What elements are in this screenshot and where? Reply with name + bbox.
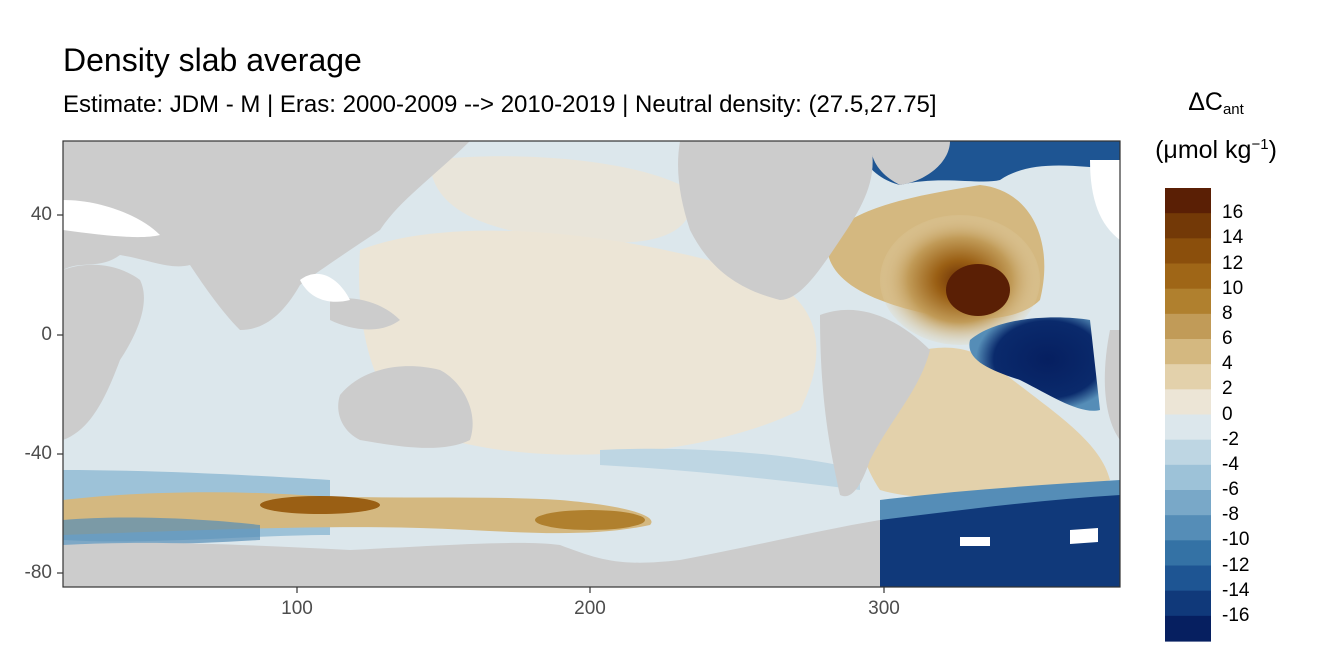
panel-border	[62, 140, 1121, 588]
legend-title-symbol: ΔC	[1188, 88, 1223, 116]
legend-label: 14	[1222, 227, 1244, 249]
africa-west	[1104, 330, 1120, 440]
legend-unit-text: (μmol kg	[1155, 136, 1252, 164]
legend-label: -8	[1222, 504, 1239, 526]
no-data-weddell-1	[960, 537, 990, 546]
legend-swatch	[1165, 540, 1211, 567]
north-pacific-positive-zone	[430, 156, 692, 243]
legend-label: 10	[1222, 277, 1244, 299]
tropical-atlantic-negative	[969, 317, 1100, 411]
africa-east	[63, 264, 144, 440]
north-america	[678, 141, 873, 300]
legend-label: 6	[1222, 328, 1233, 349]
x-tick-label: 200	[574, 598, 606, 619]
legend-swatch	[1165, 188, 1211, 214]
legend-unit: (μmol kg−1)	[1150, 136, 1282, 165]
no-data-nordic	[1090, 160, 1120, 240]
legend-swatch	[1165, 263, 1211, 290]
x-tick-label: 100	[281, 598, 313, 619]
legend-label: -10	[1222, 529, 1250, 551]
australia	[338, 366, 473, 448]
legend-title-subscript: ant	[1222, 101, 1244, 118]
legend-label: 2	[1222, 378, 1233, 400]
legend-swatch	[1165, 439, 1211, 466]
legend-label: -6	[1222, 479, 1239, 500]
legend-unit-superscript: −1	[1251, 136, 1269, 153]
legend-swatch	[1165, 339, 1211, 365]
y-tick-label: -80	[24, 562, 52, 583]
legend-label: 16	[1222, 202, 1244, 224]
y-tick-label: -40	[24, 443, 52, 464]
legend-swatch	[1165, 313, 1211, 340]
legend-label: -12	[1222, 554, 1250, 576]
se-asia-islands	[330, 298, 400, 330]
south-america	[820, 309, 930, 497]
legend-label: 4	[1222, 353, 1233, 375]
axis-ticks	[57, 214, 885, 593]
legend-swatch	[1165, 213, 1211, 239]
weddell-sea-edge	[880, 480, 1120, 520]
legend-swatch	[1165, 414, 1211, 441]
southern-ocean-indian-max	[260, 496, 380, 514]
southern-ocean-pacific-blue	[600, 448, 860, 490]
legend-label: -2	[1222, 428, 1239, 450]
eurasia-west	[63, 141, 470, 330]
north-atlantic-core	[946, 264, 1010, 316]
legend-label: -4	[1222, 453, 1239, 475]
legend-swatch	[1165, 615, 1211, 642]
legend-swatch	[1165, 590, 1211, 617]
weddell-sea-negative	[880, 490, 1120, 587]
y-tick-label: 0	[41, 324, 52, 345]
legend-swatch	[1165, 464, 1211, 491]
no-data-patches	[63, 160, 1120, 546]
southern-ocean-deep-blue	[63, 517, 260, 545]
x-tick-label: 300	[868, 598, 900, 619]
legend-title: ΔCant	[1170, 88, 1262, 118]
no-data-east-asia	[300, 273, 350, 302]
no-data-weddell-2	[1070, 528, 1098, 544]
legend-label: -16	[1222, 604, 1250, 626]
legend-swatch	[1165, 364, 1211, 390]
legend-swatch	[1165, 515, 1211, 541]
greenland	[870, 141, 950, 185]
legend-unit-close: )	[1268, 136, 1277, 164]
south-atlantic-positive-zone	[856, 347, 1110, 499]
y-tick-label: 40	[30, 204, 52, 225]
legend-label: 8	[1222, 302, 1233, 324]
chart-title: Density slab average	[63, 42, 362, 78]
legend-swatch	[1165, 389, 1211, 416]
southern-ocean-pacific-max	[535, 510, 645, 530]
legend-colorbar	[1165, 188, 1211, 642]
legend-label: 12	[1222, 252, 1244, 274]
land	[63, 141, 1120, 587]
legend-swatch	[1165, 288, 1211, 315]
legend-swatch	[1165, 565, 1211, 592]
legend-swatch	[1165, 490, 1211, 516]
legend-swatch	[1165, 238, 1211, 265]
legend-label: 0	[1222, 403, 1233, 425]
legend-label: -14	[1222, 579, 1250, 601]
chart-subtitle: Estimate: JDM - M | Eras: 2000-2009 --> …	[63, 91, 937, 118]
no-data-arctic-asia	[63, 200, 160, 238]
antarctica	[63, 520, 880, 587]
pacific-positive-zone	[359, 230, 817, 455]
